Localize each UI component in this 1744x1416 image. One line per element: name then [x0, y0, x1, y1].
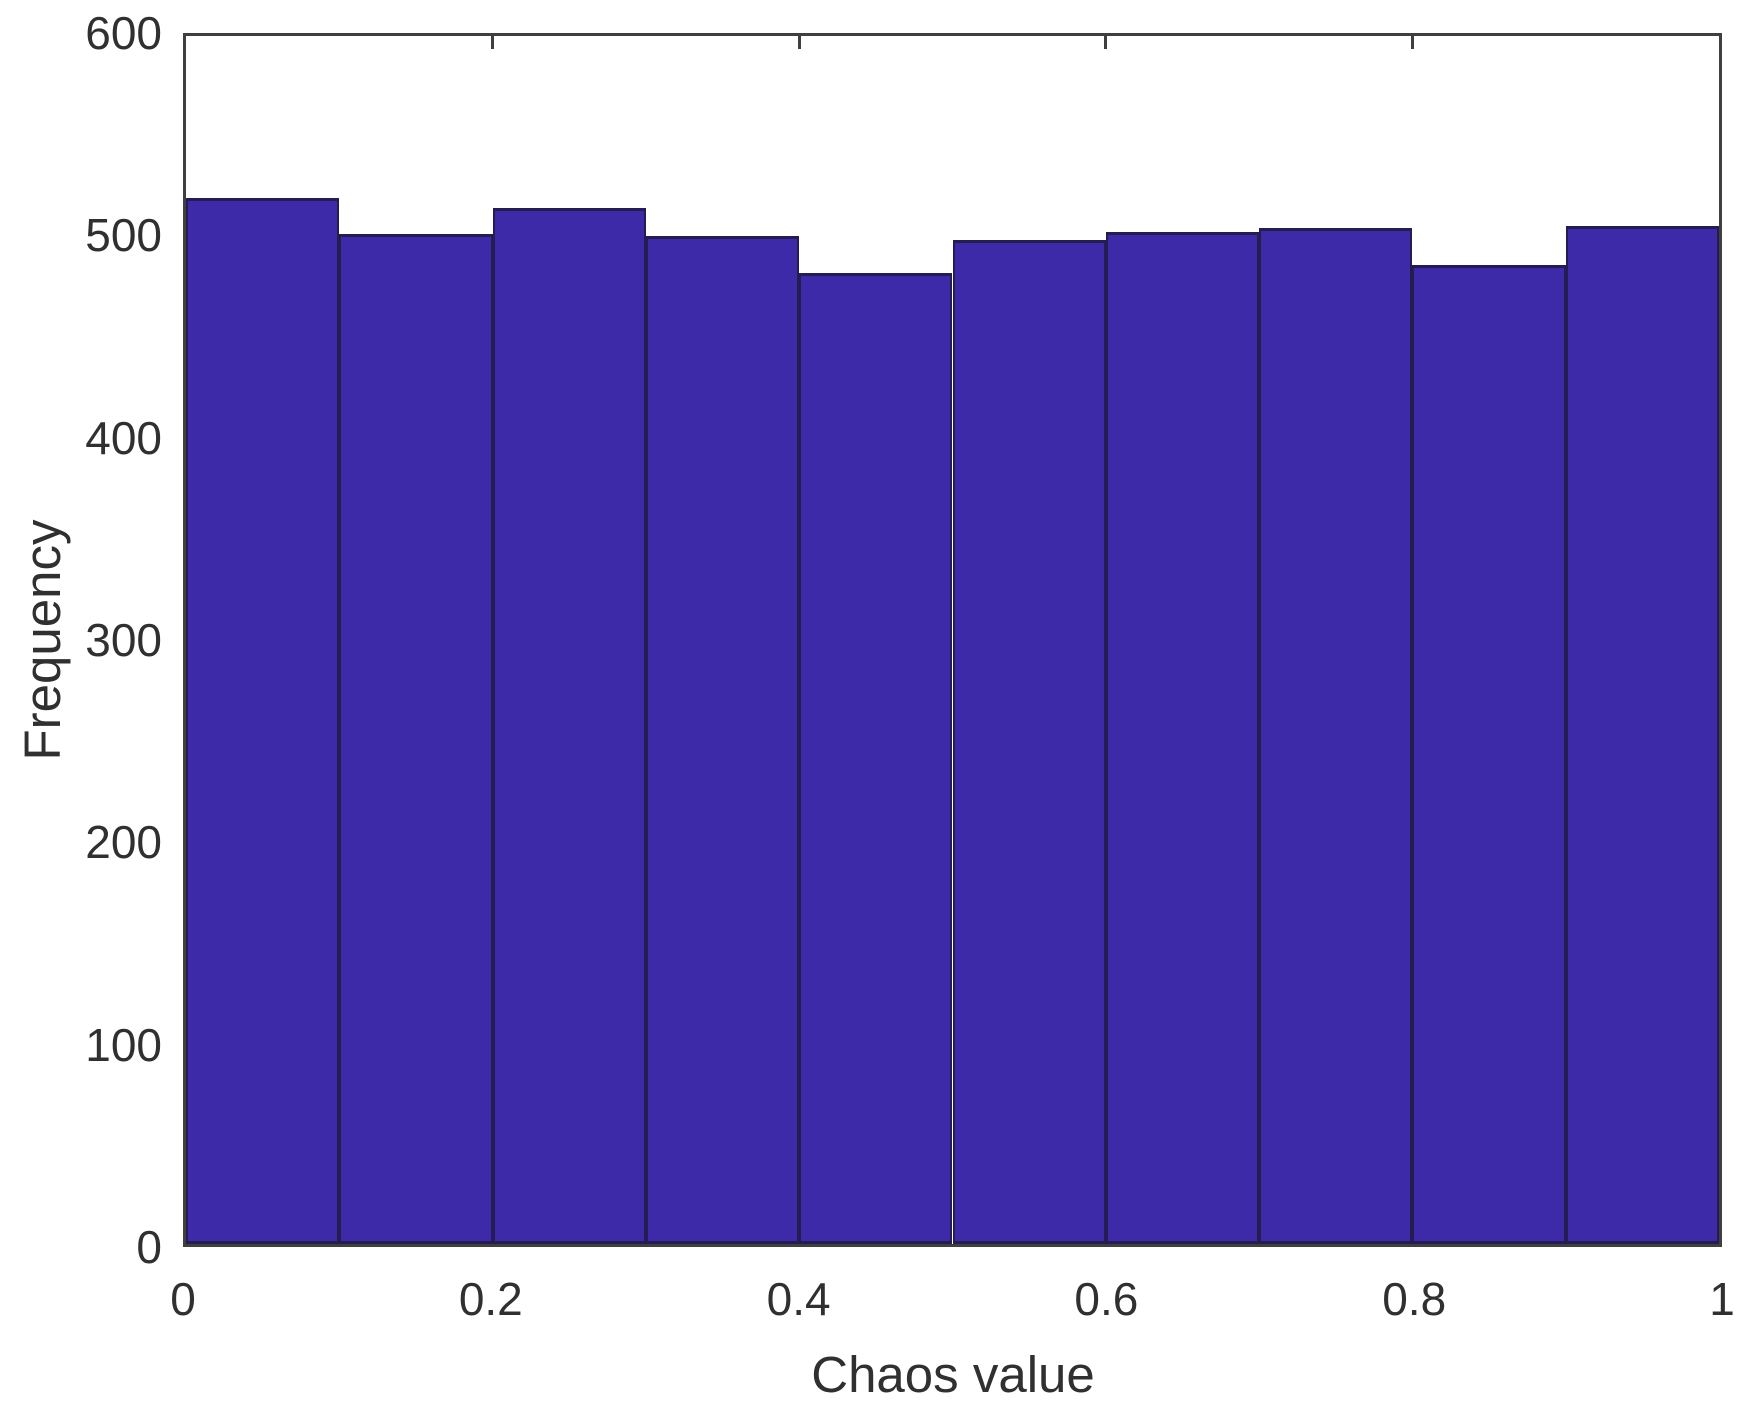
histogram-bar: [492, 208, 646, 1244]
x-tick-mark: [1104, 36, 1108, 49]
x-tick-label: 0.4: [766, 1273, 831, 1325]
plot-area: [183, 33, 1722, 1247]
x-tick-label: 0.6: [1074, 1273, 1139, 1325]
x-tick-mark: [797, 36, 801, 49]
y-tick-label: 600: [85, 7, 162, 59]
y-tick-label: 300: [85, 614, 162, 666]
histogram-bar: [186, 197, 340, 1244]
x-axis-title: Chaos value: [811, 1346, 1095, 1403]
bars-layer: [186, 36, 1719, 1244]
histogram-bar: [1105, 232, 1260, 1244]
histogram-bar: [1412, 264, 1566, 1244]
x-tick-label: 0: [170, 1273, 196, 1325]
y-tick-label: 500: [85, 209, 162, 262]
y-tick-label: 200: [85, 816, 162, 869]
histogram-bar: [339, 234, 493, 1244]
x-tick-label: 0.2: [458, 1273, 523, 1325]
x-tick-label: 0.8: [1382, 1273, 1447, 1325]
y-tick-label: 400: [85, 411, 162, 464]
y-axis-title: Frequency: [14, 519, 71, 761]
x-tick-label: 1: [1709, 1273, 1735, 1325]
x-tick-mark: [491, 36, 495, 49]
histogram-bar: [1259, 228, 1413, 1244]
y-tick-label: 100: [85, 1018, 162, 1071]
y-tick-label: 0: [136, 1221, 162, 1273]
histogram-bar: [799, 272, 953, 1244]
histogram-bar: [645, 236, 800, 1244]
x-tick-mark: [1410, 36, 1414, 49]
histogram-bar: [1565, 226, 1719, 1244]
histogram-bar: [952, 240, 1106, 1244]
